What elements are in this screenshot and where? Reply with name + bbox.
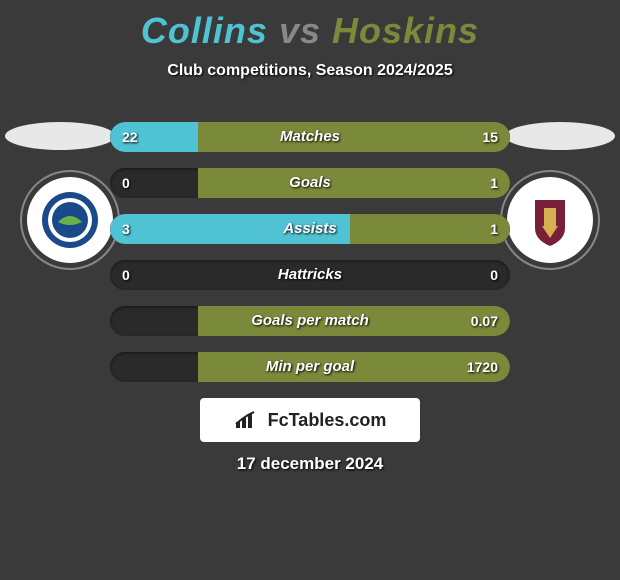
player1-name: Collins [141,10,268,51]
player2-name: Hoskins [332,10,479,51]
player2-club-badge [500,170,600,270]
fctables-logo-icon [234,410,262,430]
stat-row: Goals0 1 [110,168,510,198]
stat-right-value: 0 [490,260,498,290]
subtitle: Club competitions, Season 2024/2025 [0,62,620,80]
stat-right-value: 1 [490,168,498,198]
stat-label: Goals [110,168,510,198]
stat-label: Assists [110,214,510,244]
stat-left-value: 22 [122,122,138,152]
stat-left-value: 3 [122,214,130,244]
stat-label: Matches [110,122,510,152]
source-badge: FcTables.com [200,398,420,442]
vs-text: vs [279,10,321,51]
stat-row: Assists3 1 [110,214,510,244]
stat-label: Hattricks [110,260,510,290]
stat-right-value: 1720 [467,352,498,382]
stat-left-value: 0 [122,168,130,198]
stat-label: Goals per match [110,306,510,336]
comparison-title: Collins vs Hoskins [0,0,620,52]
player1-head-silhouette [5,122,115,150]
date-text: 17 december 2024 [0,454,620,474]
stat-right-value: 15 [482,122,498,152]
club-crest-left-icon [40,190,100,250]
stats-bars: Matches2215Goals01Assists31Hattricks00Go… [110,122,510,398]
player2-head-silhouette [505,122,615,150]
stat-row: Min per goal1720 [110,352,510,382]
stat-left-value: 0 [122,260,130,290]
stat-right-value: 0.07 [471,306,498,336]
source-text: FcTables.com [268,410,387,431]
stat-row: Matches22 15 [110,122,510,152]
club-crest-right-icon [520,190,580,250]
player1-club-badge [20,170,120,270]
stat-label: Min per goal [110,352,510,382]
stat-right-value: 1 [490,214,498,244]
stat-row: Goals per match0.07 [110,306,510,336]
stat-row: Hattricks0 0 [110,260,510,290]
